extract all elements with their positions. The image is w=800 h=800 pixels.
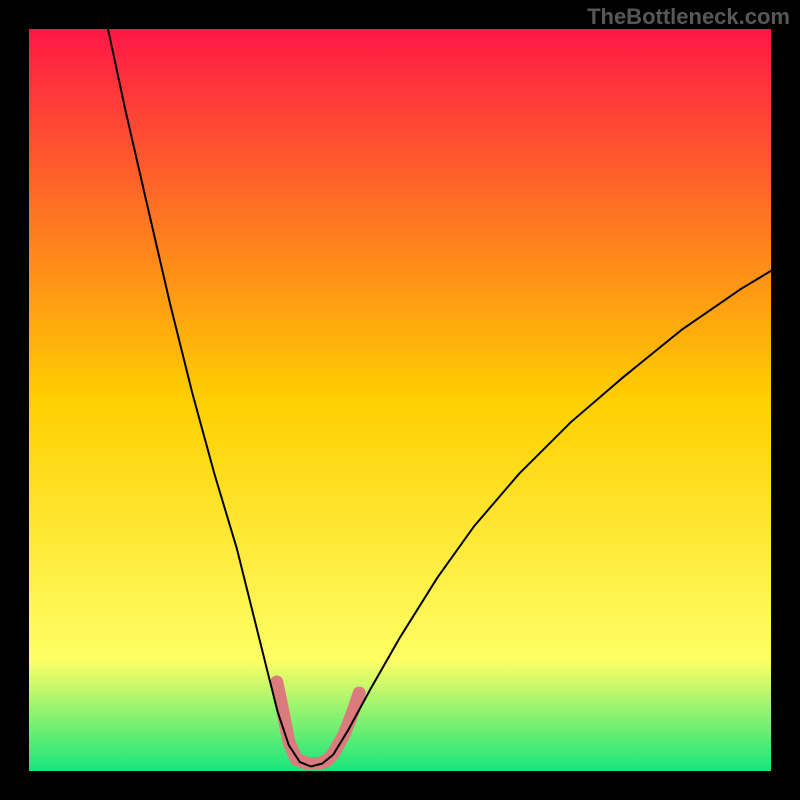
plot-area: [29, 29, 771, 771]
chart-frame: TheBottleneck.com: [0, 0, 800, 800]
watermark-text: TheBottleneck.com: [587, 4, 790, 30]
